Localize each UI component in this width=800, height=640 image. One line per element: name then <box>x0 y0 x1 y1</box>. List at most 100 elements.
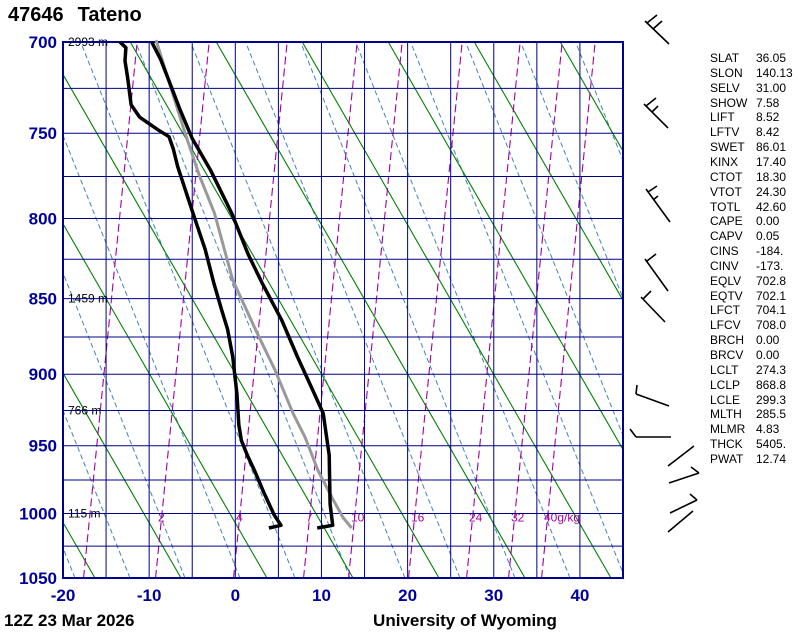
index-value: 868.8 <box>756 377 787 392</box>
wind-barb <box>635 384 638 395</box>
index-name: LFCV <box>710 318 741 333</box>
index-row-eqlv: EQLV 702.8 <box>710 274 786 288</box>
index-name: CTOT <box>710 169 743 184</box>
index-name: MLTH <box>710 407 742 422</box>
pressure-temperature-grid <box>62 41 624 579</box>
index-value: -184. <box>756 244 784 259</box>
index-value: 17.40 <box>756 154 787 169</box>
index-name: BRCV <box>710 348 744 362</box>
wind-barbs <box>629 14 700 533</box>
index-row-lift: LIFT 8.52 <box>710 110 779 124</box>
index-row-mlmr: MLMR 4.83 <box>710 422 779 436</box>
pressure-axis-label: 900 <box>29 365 57 384</box>
index-value: -173. <box>756 258 784 273</box>
index-row-swet: SWET 86.01 <box>710 140 786 154</box>
wind-barb <box>667 445 695 467</box>
wind-barb <box>645 97 657 107</box>
index-row-cins: CINS -184. <box>710 244 783 258</box>
index-value: 0.00 <box>756 348 780 362</box>
index-name: CINV <box>710 258 739 273</box>
index-name: LCLE <box>710 392 741 407</box>
index-value: 285.5 <box>756 407 787 422</box>
index-name: SLAT <box>710 51 740 65</box>
index-name: EQTV <box>710 288 743 303</box>
index-value: 18.30 <box>756 169 787 184</box>
index-name: KINX <box>710 154 739 169</box>
index-row-totl: TOTL 42.60 <box>710 200 786 214</box>
index-value: 8.52 <box>756 110 780 125</box>
mixing-ratio-line <box>508 42 563 578</box>
index-name: LCLP <box>710 377 741 392</box>
pressure-axis-label: 750 <box>29 124 57 143</box>
temperature-axis-label: 30 <box>484 586 503 605</box>
moist-adiabat-line <box>355 42 571 578</box>
index-name: BRCH <box>710 333 745 348</box>
index-name: LFTV <box>710 125 740 140</box>
index-name: LCLT <box>710 362 739 377</box>
mixing-ratio-line <box>233 42 288 578</box>
index-value: 704.1 <box>756 303 787 318</box>
index-name: LIFT <box>710 110 735 125</box>
mixing-ratio-line <box>155 42 210 578</box>
index-name: MLMR <box>710 422 746 437</box>
pressure-axis-label: 850 <box>29 290 57 309</box>
wind-barb <box>646 14 658 24</box>
index-row-lclt: LCLT 274.3 <box>710 363 786 377</box>
mixing-ratio-label: 32 <box>511 511 525 525</box>
dry-adiabat-line <box>63 73 354 578</box>
index-value: 702.1 <box>756 288 787 303</box>
index-value: 708.0 <box>756 318 787 333</box>
index-name: SLON <box>710 65 743 80</box>
dry-adiabat-line <box>63 222 268 578</box>
index-row-lfcv: LFCV 708.0 <box>710 318 786 332</box>
index-row-cape: CAPE 0.00 <box>710 214 779 228</box>
index-name: SWET <box>710 140 745 155</box>
index-row-pwat: PWAT 12.74 <box>710 452 786 466</box>
index-name: VTOT <box>710 184 742 199</box>
index-name: CAPV <box>710 229 743 244</box>
moist-adiabat-line <box>245 42 461 578</box>
dry-adiabat-line <box>129 42 440 578</box>
wind-barb <box>668 472 700 484</box>
pressure-axis-label: 800 <box>29 210 57 229</box>
index-value: 299.3 <box>756 392 787 407</box>
temperature-axis-label: -10 <box>137 586 162 605</box>
dry-adiabat-line <box>63 372 182 578</box>
index-value: 42.60 <box>756 199 787 214</box>
index-row-show: SHOW 7.58 <box>710 96 779 110</box>
mixing-ratio-line <box>348 42 403 578</box>
mixing-ratio-line <box>541 42 596 578</box>
moist-adiabat-line <box>63 271 186 578</box>
moist-adiabat-line <box>135 42 351 578</box>
wind-barb <box>642 290 652 300</box>
moist-adiabat-line <box>190 42 406 578</box>
temperature-axis-label: 0 <box>231 586 240 605</box>
index-name: THCK <box>710 437 743 452</box>
index-value: 140.13 <box>756 65 793 80</box>
wind-barb <box>667 510 694 533</box>
index-name: CINS <box>710 244 739 259</box>
moist-adiabat-line <box>63 409 131 578</box>
temperature-axis-label: 20 <box>398 586 417 605</box>
wind-barb <box>644 258 669 292</box>
moist-adiabat-line <box>520 42 623 300</box>
wind-barb <box>647 185 658 193</box>
index-value: 0.05 <box>756 229 780 244</box>
wind-barb <box>690 466 700 474</box>
index-name: SELV <box>710 80 740 95</box>
index-name: CAPE <box>710 214 743 229</box>
mixing-ratio-label: 7 <box>306 511 313 525</box>
moist-adiabat-line <box>465 42 623 437</box>
temperature-trace <box>150 41 335 530</box>
wind-barb <box>644 20 670 45</box>
mixing-ratio-line <box>303 42 358 578</box>
index-value: 702.8 <box>756 273 787 288</box>
index-value: 7.58 <box>756 95 780 110</box>
wind-barb <box>640 296 666 323</box>
wind-barb <box>652 20 663 30</box>
index-row-eqtv: EQTV 702.1 <box>710 289 786 303</box>
pressure-axis-label: 1000 <box>19 505 57 524</box>
index-value: 24.30 <box>756 184 787 199</box>
station-name: Tateno <box>77 4 142 26</box>
